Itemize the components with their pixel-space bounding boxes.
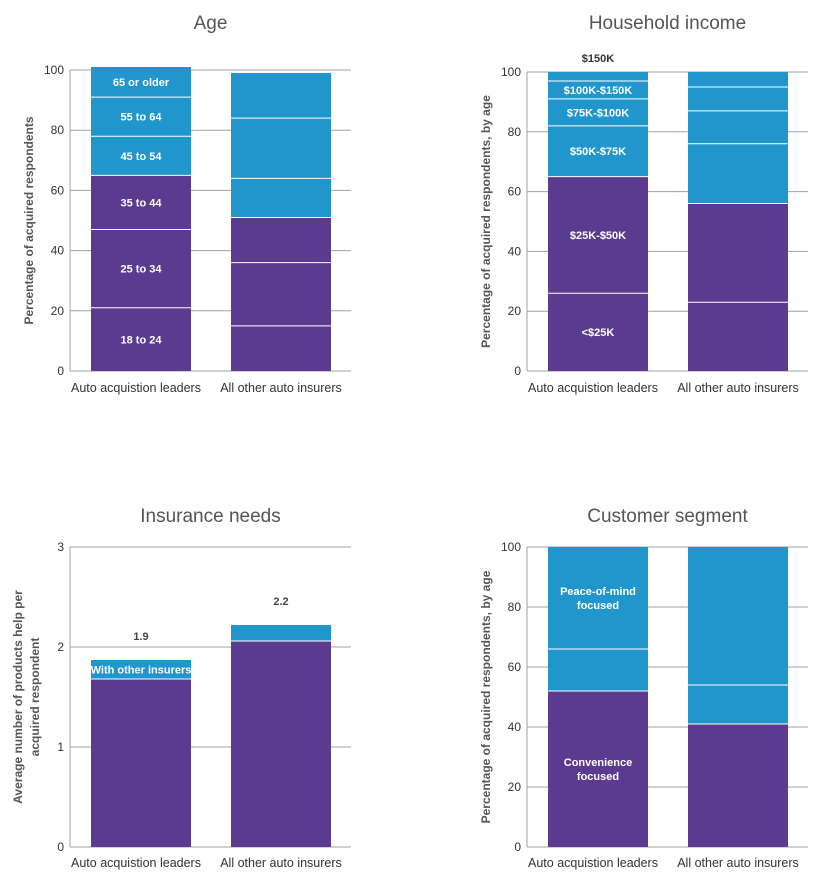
chart2-category-label: All other auto insurers	[677, 381, 799, 395]
chart2-segment-label: $100K-$150K	[564, 85, 633, 97]
chart2-ytick-label: 80	[508, 125, 522, 139]
chart4-ytick-label: 40	[508, 720, 522, 734]
chart1-bar-segment	[91, 66, 191, 98]
chart4-segment-label: Convenience	[564, 757, 632, 769]
chart2-bar-segment	[548, 72, 648, 81]
chart4-title: Customer segment	[587, 506, 748, 527]
chart4-bar-segment	[688, 724, 788, 847]
chart4-segment-label: focused	[577, 600, 619, 612]
chart2-ytick-label: 60	[508, 185, 522, 199]
chart4-ytick-label: 60	[508, 660, 522, 674]
chart1-segment-label: 65 or older	[113, 77, 170, 89]
chart1-segment-label: 25 to 34	[121, 264, 163, 276]
chart1-bar-segment	[91, 229, 191, 308]
chart1-bar-segment	[231, 178, 331, 218]
chart1-bar-segment	[231, 325, 331, 371]
chart3-category-label: All other auto insurers	[220, 856, 342, 870]
chart1-bar-segment	[231, 73, 331, 119]
chart4-category-label: All other auto insurers	[677, 856, 799, 870]
chart3-ytick-label: 1	[57, 740, 64, 754]
chart3-bar-segment	[231, 625, 331, 641]
chart2-bar-segment	[548, 125, 648, 177]
chart2-bar-segment	[688, 110, 788, 144]
chart2-bar-segment	[548, 98, 648, 126]
chart2-segment-label: <$25K	[582, 327, 615, 339]
chart3-bar-segment	[231, 641, 331, 847]
chart2-bar-segment	[688, 86, 788, 111]
chart4-ytick-label: 0	[514, 840, 521, 854]
chart2-segment-label: $25K-$50K	[570, 230, 626, 242]
chart3-category-label: Auto acquistion leaders	[71, 856, 201, 870]
chart1-segment-label: 45 to 54	[121, 151, 163, 163]
chart2-segment-label: $75K-$100K	[567, 107, 629, 119]
chart2-bar-segment	[548, 80, 648, 99]
chart2-bar-segment	[688, 203, 788, 303]
chart2-bar-segment	[548, 293, 648, 371]
chart1-bar-segment	[91, 97, 191, 137]
chart3-ylabel: Average number of products help per	[11, 590, 25, 804]
chart1-segment-label: 35 to 44	[121, 197, 163, 209]
chart1-bar-segment	[91, 307, 191, 371]
chart3-ytick-label: 0	[57, 840, 64, 854]
chart2-ytick-label: 100	[501, 65, 521, 79]
chart4-bar-segment	[548, 547, 648, 649]
chart1-title: Age	[194, 13, 228, 34]
chart1-bar-segment	[91, 136, 191, 176]
chart2-bar-segment	[548, 176, 648, 294]
chart4-ylabel: Percentage of acquired respondents, by a…	[479, 570, 493, 823]
chart4-bar-segment	[548, 649, 648, 691]
chart3-ylabel: acquired respondent	[28, 638, 42, 757]
chart1-ytick-label: 0	[57, 364, 64, 378]
chart2-ytick-label: 40	[508, 244, 522, 258]
chart2-bar-segment	[688, 72, 788, 87]
chart2-ylabel: Percentage of acquired respondents, by a…	[479, 95, 493, 348]
chart2-segment-label: $50K-$75K	[570, 146, 626, 158]
chart4-segment-label: Peace-of-mind	[560, 586, 636, 598]
chart3-ytick-label: 2	[57, 640, 64, 654]
chart4-bar-segment	[548, 691, 648, 847]
chart4-ytick-label: 80	[508, 600, 522, 614]
chart3-segment-label: With other insurers	[91, 665, 192, 677]
chart2-title: Household income	[589, 13, 746, 34]
chart3-bar-segment	[91, 660, 191, 679]
chart3-total-label: 1.9	[133, 631, 148, 643]
chart1-segment-label: 55 to 64	[121, 112, 163, 124]
chart2-bar-segment	[688, 302, 788, 371]
chart1-bar-segment	[91, 175, 191, 230]
chart2-segment-label: $150K	[582, 53, 614, 65]
chart4-segment-label: focused	[577, 771, 619, 783]
chart1-ytick-label: 40	[51, 244, 65, 258]
chart1-ytick-label: 80	[51, 123, 65, 137]
chart1-bar-segment	[231, 217, 331, 263]
chart3-total-label: 2.2	[273, 596, 288, 608]
chart2-ytick-label: 0	[514, 364, 521, 378]
chart1-ytick-label: 60	[51, 183, 65, 197]
chart1-category-label: All other auto insurers	[220, 381, 342, 395]
chart4-ytick-label: 20	[508, 780, 522, 794]
chart3-ytick-label: 3	[57, 540, 64, 554]
chart3-bar-segment	[91, 679, 191, 847]
chart2-ytick-label: 20	[508, 304, 522, 318]
chart2-category-label: Auto acquistion leaders	[528, 381, 658, 395]
chart1-segment-label: 18 to 24	[121, 334, 163, 346]
chart4-bar-segment	[688, 685, 788, 724]
chart1-ytick-label: 100	[44, 63, 64, 77]
chart1-category-label: Auto acquistion leaders	[71, 381, 201, 395]
chart4-bar-segment	[688, 547, 788, 685]
chart1-bar-segment	[231, 118, 331, 179]
chart2-bar-segment	[688, 143, 788, 204]
chart4-category-label: Auto acquistion leaders	[528, 856, 658, 870]
chart1-ylabel: Percentage of acquired respondents	[22, 116, 36, 324]
chart1-ytick-label: 20	[51, 304, 65, 318]
chart1-bar-segment	[231, 262, 331, 326]
chart4-ytick-label: 100	[501, 540, 521, 554]
chart3-title: Insurance needs	[140, 506, 281, 527]
